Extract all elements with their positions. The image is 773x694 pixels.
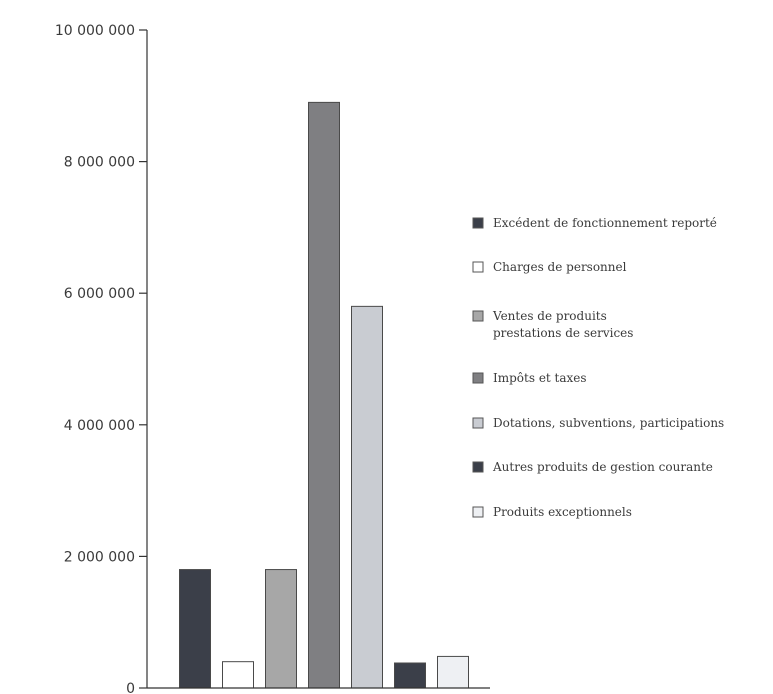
legend-swatch [472, 217, 484, 229]
legend-label: Dotations, subventions, participations [493, 416, 724, 430]
y-tick-label: 4 000 000 [64, 418, 135, 434]
legend-swatch [472, 310, 484, 322]
legend-swatch [472, 372, 484, 384]
bar-6 [394, 662, 426, 689]
legend-label: prestations de services [493, 326, 633, 340]
bar-7 [437, 655, 469, 689]
y-tick-label: 6 000 000 [64, 286, 135, 302]
y-tick-label: 0 [126, 681, 135, 694]
legend-label: Autres produits de gestion courante [492, 460, 713, 474]
legend-swatch [472, 461, 484, 473]
legend-swatch [472, 261, 484, 273]
legend: Excédent de fonctionnement reporté Charge… [472, 216, 724, 519]
legend-label: Excédent de fonctionnement reporté [493, 216, 717, 230]
bar-3 [265, 569, 297, 689]
legend-label: Ventes de produits [492, 309, 607, 323]
legend-swatch [472, 417, 484, 429]
bars [179, 101, 469, 689]
bar-2 [222, 661, 254, 689]
y-tick-label: 8 000 000 [64, 155, 135, 171]
y-tick-label: 10 000 000 [55, 23, 135, 39]
bar-5 [351, 305, 383, 689]
legend-label: Produits exceptionnels [493, 505, 632, 519]
legend-label: Charges de personnel [493, 260, 627, 274]
y-tick-label: 2 000 000 [64, 549, 135, 565]
y-axis: 0 2 000 000 4 000 000 6 000 000 8 000 000 10 … [55, 23, 148, 694]
bar-4 [308, 101, 340, 689]
legend-label: Impôts et taxes [493, 371, 587, 385]
bar-1 [179, 569, 211, 689]
legend-swatch [472, 506, 484, 518]
